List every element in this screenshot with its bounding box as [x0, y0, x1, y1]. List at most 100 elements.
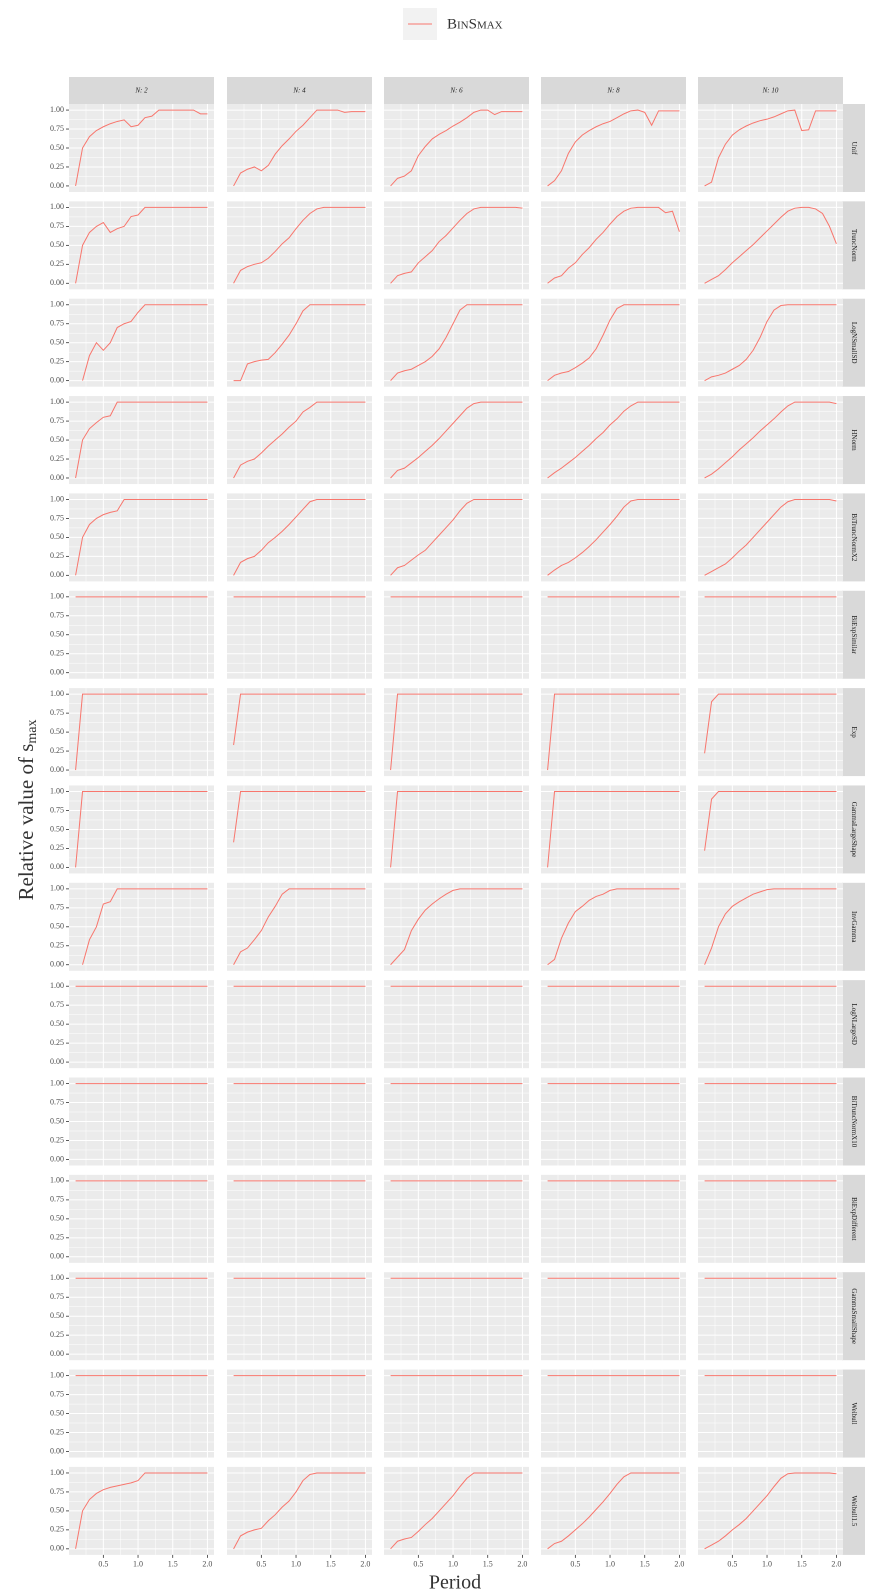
- y-tick-label: 0.25: [50, 1330, 64, 1339]
- y-tick-label: 1.00: [50, 202, 64, 211]
- series-line: [82, 888, 208, 965]
- column-strip-label: N: 8: [606, 87, 620, 95]
- series-line: [547, 1472, 680, 1550]
- row-strip: [842, 396, 865, 485]
- series-line: [547, 206, 680, 284]
- series-line: [75, 109, 208, 187]
- y-tick-label: 1.00: [50, 1370, 64, 1379]
- series-line: [75, 206, 208, 284]
- y-tick-label: 0.50: [50, 824, 64, 833]
- y-tick-label: 0.25: [50, 1135, 64, 1144]
- row-strip-label: TruncNorm: [850, 229, 858, 262]
- series-line: [75, 498, 208, 576]
- y-tick-label: 0.25: [50, 551, 64, 560]
- row-strip: [842, 688, 865, 777]
- y-tick-label: 0.00: [50, 1154, 64, 1163]
- y-tick-label: 1.00: [50, 592, 64, 601]
- x-tick-label: 0.5: [413, 1560, 423, 1569]
- y-tick-label: 0.75: [50, 1000, 64, 1009]
- series-line: [233, 498, 366, 576]
- series-line: [233, 304, 366, 382]
- series-line: [390, 304, 523, 381]
- x-tick-label: 0.5: [727, 1560, 737, 1569]
- y-tick-label: 0.75: [50, 513, 64, 522]
- y-tick-label: 0.50: [50, 1214, 64, 1223]
- x-tick-label: 1.5: [326, 1560, 336, 1569]
- series-line: [233, 401, 366, 479]
- series-line: [390, 888, 523, 966]
- series-line: [547, 401, 680, 479]
- column-strip-label: N: 6: [449, 87, 463, 95]
- y-tick-label: 0.50: [50, 435, 64, 444]
- y-tick-label: 0.00: [50, 1544, 64, 1553]
- row-strip: [842, 493, 865, 582]
- y-tick-label: 0.50: [50, 143, 64, 152]
- row-strip-label: BiExpSimilar: [850, 616, 858, 655]
- column-strip: [227, 77, 372, 104]
- row-strip: [842, 1174, 865, 1263]
- series-line: [390, 1472, 523, 1550]
- y-tick-label: 1.00: [50, 300, 64, 309]
- y-tick-label: 0.25: [50, 1233, 64, 1242]
- row-strip-label: Unif: [850, 142, 858, 156]
- y-tick-label: 0.00: [50, 1057, 64, 1066]
- column-strip-label: N: 10: [762, 87, 779, 95]
- x-tick-label: 1.5: [797, 1560, 807, 1569]
- series-line: [75, 693, 208, 771]
- series-line: [547, 888, 680, 966]
- column-strip-label: N: 4: [292, 87, 306, 95]
- series-line: [547, 304, 680, 382]
- y-tick-label: 0.00: [50, 1446, 64, 1455]
- y-tick-label: 1.00: [50, 786, 64, 795]
- series-line: [75, 401, 208, 479]
- y-tick-label: 0.25: [50, 356, 64, 365]
- row-strip: [842, 1272, 865, 1361]
- y-tick-label: 0.25: [50, 746, 64, 755]
- y-tick-label: 0.50: [50, 1408, 64, 1417]
- y-tick-label: 0.25: [50, 162, 64, 171]
- y-axis-label-sub: max: [25, 720, 40, 744]
- series-line: [704, 109, 837, 187]
- y-tick-label: 0.75: [50, 1389, 64, 1398]
- x-tick-label: 0.5: [256, 1560, 266, 1569]
- series-line: [82, 304, 208, 381]
- y-tick-label: 0.00: [50, 375, 64, 384]
- x-tick-label: 1.0: [448, 1560, 458, 1569]
- row-strip: [842, 1077, 865, 1166]
- y-tick-label: 0.25: [50, 454, 64, 463]
- series-line: [390, 693, 523, 771]
- x-tick-label: 2.0: [674, 1560, 684, 1569]
- y-tick-label: 0.75: [50, 221, 64, 230]
- series-line: [233, 791, 366, 843]
- y-tick-label: 0.75: [50, 708, 64, 717]
- row-strip-label: Exp: [850, 726, 858, 738]
- row-strip: [842, 590, 865, 679]
- y-tick-label: 1.00: [50, 1468, 64, 1477]
- y-tick-label: 1.00: [50, 981, 64, 990]
- series-line: [704, 401, 837, 479]
- row-strip: [842, 1466, 865, 1555]
- series-line: [390, 401, 523, 479]
- y-tick-label: 0.25: [50, 1038, 64, 1047]
- series-line: [547, 109, 680, 187]
- series-line: [390, 498, 523, 576]
- y-tick-label: 0.75: [50, 1292, 64, 1301]
- x-tick-label: 2.0: [202, 1560, 212, 1569]
- series-line: [704, 791, 837, 851]
- y-tick-label: 1.00: [50, 494, 64, 503]
- y-tick-label: 1.00: [50, 884, 64, 893]
- y-tick-label: 0.00: [50, 1349, 64, 1358]
- y-tick-label: 0.25: [50, 941, 64, 950]
- row-strip: [842, 980, 865, 1069]
- series-line: [233, 1472, 366, 1550]
- x-axis-label: Period: [429, 1572, 481, 1594]
- row-strip: [842, 1369, 865, 1458]
- series-line: [390, 109, 523, 187]
- row-strip-label: Weibull1.5: [850, 1496, 858, 1527]
- y-tick-label: 0.50: [50, 240, 64, 249]
- row-strip-label: LogNLargeSD: [850, 1003, 858, 1044]
- y-tick-label: 0.00: [50, 570, 64, 579]
- y-tick-label: 0.50: [50, 1116, 64, 1125]
- column-strip: [698, 77, 843, 104]
